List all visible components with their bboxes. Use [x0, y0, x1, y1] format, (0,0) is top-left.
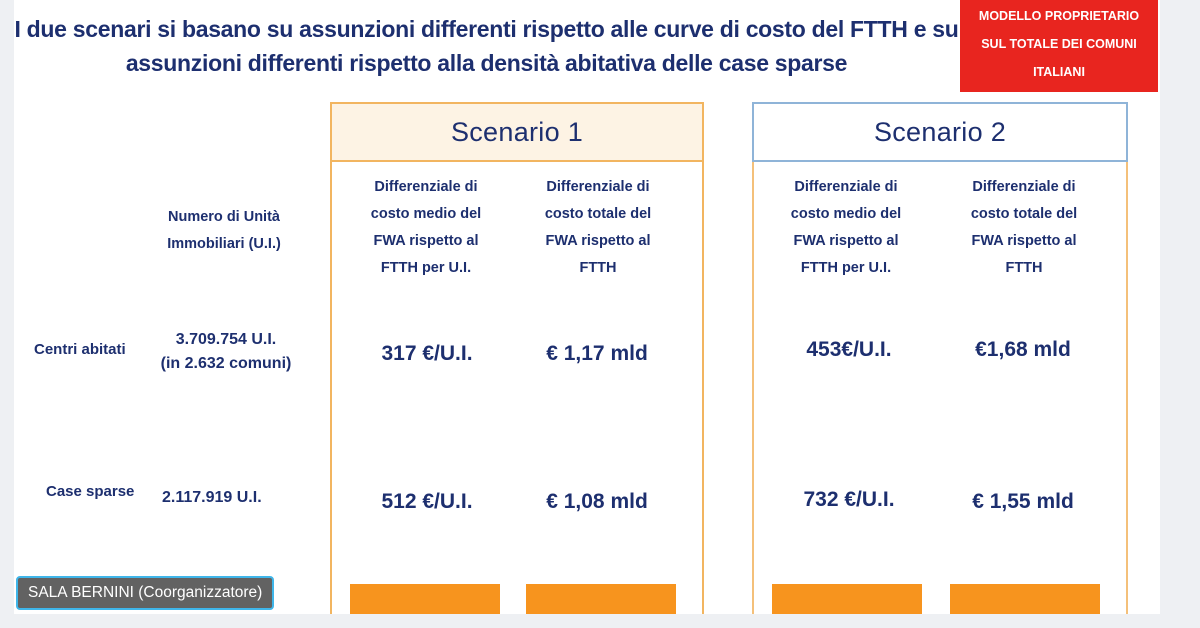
header-line: FWA rispetto al: [545, 233, 651, 249]
header-line: FTTH per U.I.: [380, 260, 472, 276]
scenario-1-bar-right: [526, 584, 676, 614]
header-line: costo totale del: [970, 206, 1078, 222]
scenario-2-panel: Scenario 2 Differenziale di costo medio …: [752, 102, 1128, 614]
header-line: Differenziale di: [546, 179, 650, 195]
scenario-1-total-sparse: € 1,08 mld: [546, 490, 648, 513]
scenario-1-panel: Scenario 1 Differenziale di costo medio …: [330, 102, 704, 614]
scenario-2-avg-centri: 453€/U.I.: [806, 338, 892, 361]
slide-title-line-2: assunzioni differenti rispetto alla dens…: [125, 50, 848, 76]
scenario-1-avg-header: Differenziale di costo medio del FWA ris…: [346, 174, 506, 282]
scenario-2-total-header: Differenziale di costo totale del FWA ri…: [944, 174, 1104, 282]
units-centri-value: 3.709.754 U.I.: [175, 331, 277, 348]
scenario-1-title: Scenario 1: [332, 104, 702, 162]
header-line: FWA rispetto al: [373, 233, 479, 249]
units-case-sparse: 2.117.919 U.I.: [162, 489, 262, 506]
units-column-header: Numero di Unità Immobiliari (U.I.): [154, 204, 294, 258]
scenario-2-bar-left: [772, 584, 922, 614]
scenario-2-avg-sparse: 732 €/U.I.: [803, 488, 895, 511]
participant-name-tag: SALA BERNINI (Coorganizzatore): [16, 576, 275, 610]
scenario-1-total-centri: € 1,17 mld: [546, 342, 648, 365]
scenario-1-total-header: Differenziale di costo totale del FWA ri…: [518, 174, 678, 282]
model-badge: Modello proprietario sul totale dei comu…: [960, 0, 1158, 92]
scenario-2-bar-right: [950, 584, 1100, 614]
slide-title-line-1: I due scenari si basano su assunzioni di…: [14, 16, 959, 42]
row-label-case-sparse: Case sparse: [46, 483, 135, 500]
header-line: costo medio del: [370, 206, 482, 222]
scenario-1-avg-sparse: 512 €/U.I.: [381, 490, 473, 513]
scenario-2-title: Scenario 2: [752, 102, 1128, 162]
units-centri-note: (in 2.632 comuni): [160, 355, 292, 372]
scenario-2-avg-header: Differenziale di costo medio del FWA ris…: [766, 174, 926, 282]
units-header-line-1: Numero di Unità: [168, 209, 280, 225]
header-line: FTTH per U.I.: [800, 260, 892, 276]
header-line: Differenziale di: [794, 179, 898, 195]
header-line: FTTH: [579, 260, 617, 276]
units-header-line-2: Immobiliari (U.I.): [167, 236, 281, 252]
units-centri-abitati: 3.709.754 U.I. (in 2.632 comuni): [156, 328, 296, 376]
scenario-1-bar-left: [350, 584, 500, 614]
badge-line-3: italiani: [1033, 65, 1085, 79]
badge-line-1: Modello proprietario: [978, 9, 1140, 23]
participant-name: SALA BERNINI (Coorganizzatore): [28, 584, 263, 601]
scenario-1-avg-centri: 317 €/U.I.: [381, 342, 473, 365]
header-line: costo totale del: [544, 206, 652, 222]
header-line: FWA rispetto al: [793, 233, 899, 249]
header-line: FWA rispetto al: [971, 233, 1077, 249]
slide-title: I due scenari si basano su assunzioni di…: [14, 12, 959, 80]
header-line: FTTH: [1005, 260, 1043, 276]
badge-line-2: sul totale dei comuni: [981, 37, 1137, 51]
header-line: Differenziale di: [374, 179, 478, 195]
row-label-centri-abitati: Centri abitati: [34, 341, 126, 358]
header-line: costo medio del: [790, 206, 902, 222]
scenario-2-total-sparse: € 1,55 mld: [972, 490, 1074, 513]
scenario-2-total-centri: €1,68 mld: [975, 338, 1071, 361]
presentation-slide: I due scenari si basano su assunzioni di…: [14, 0, 1160, 614]
header-line: Differenziale di: [972, 179, 1076, 195]
